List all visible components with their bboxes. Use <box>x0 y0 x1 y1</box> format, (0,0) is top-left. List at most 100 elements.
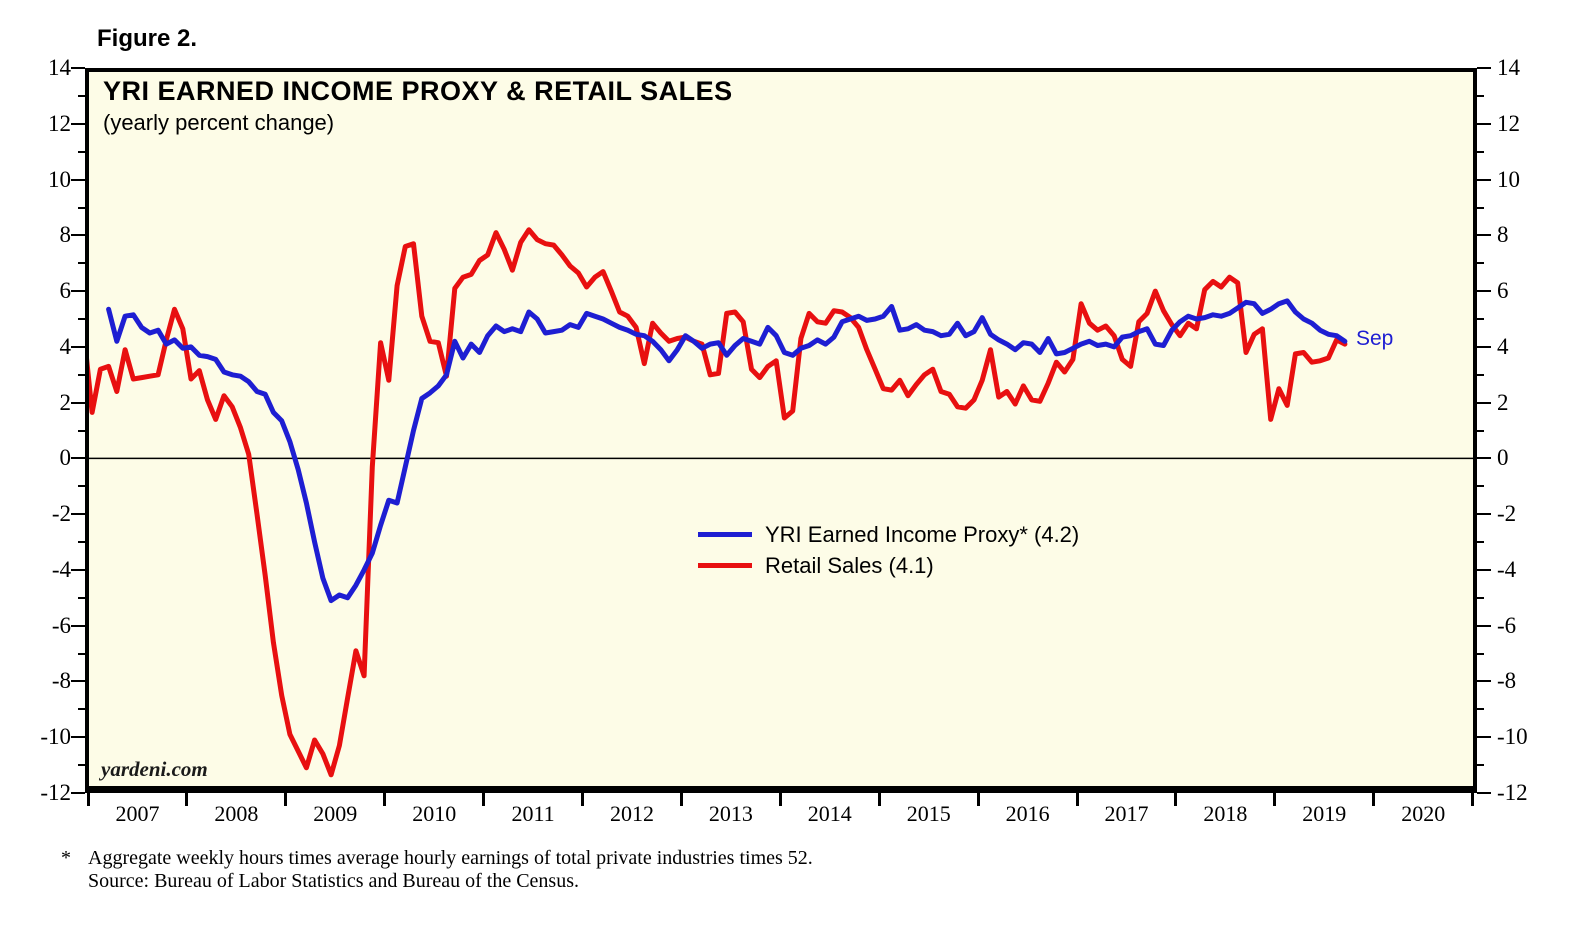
y-axis-tick-left <box>78 206 85 209</box>
y-axis-tick-right <box>1477 262 1484 265</box>
x-axis-year-label: 2008 <box>214 801 259 826</box>
x-axis-year-label: 2009 <box>313 801 358 826</box>
y-axis-label-left: -12 <box>40 779 71 805</box>
y-axis-tick-left <box>78 373 85 376</box>
y-axis-label-left: 12 <box>48 110 71 136</box>
y-axis-label-right: 14 <box>1497 55 1520 81</box>
series-line-earned-income-proxy <box>106 298 1348 604</box>
y-axis-tick-left <box>78 150 85 153</box>
x-axis-year-label: 2012 <box>610 801 654 826</box>
x-axis-tick <box>1273 793 1277 806</box>
y-axis-tick-left <box>78 652 85 655</box>
y-axis-label-right: -12 <box>1497 779 1528 805</box>
footnote-asterisk: * <box>61 847 71 869</box>
x-axis-tick <box>581 793 584 806</box>
legend-item-retail-sales: Retail Sales (4.1) <box>698 550 1079 581</box>
x-axis-tick <box>877 793 881 806</box>
y-axis-tick-right <box>1477 736 1491 739</box>
y-axis-tick-left <box>71 680 85 683</box>
y-axis-tick-left <box>71 624 85 627</box>
x-axis-tick <box>284 793 288 806</box>
y-axis-tick-right <box>1477 401 1491 404</box>
legend-label: Retail Sales (4.1) <box>765 552 934 578</box>
y-axis-label-right: 2 <box>1497 389 1509 415</box>
x-axis-tick <box>482 793 486 806</box>
red-line-swatch <box>698 563 752 568</box>
last-point-label: Sep <box>1356 327 1394 350</box>
x-axis-tick <box>679 793 683 806</box>
x-axis-tick <box>86 793 90 806</box>
y-axis-tick-right <box>1477 206 1484 209</box>
x-axis-tick <box>976 793 980 806</box>
x-axis-tick <box>185 793 189 806</box>
y-axis-label-right: 12 <box>1497 110 1520 136</box>
y-axis-label-left: 6 <box>59 278 72 304</box>
y-axis-label-left: -8 <box>51 668 71 694</box>
chart-subtitle: (yearly percent change) <box>103 110 335 135</box>
x-axis-year-label: 2018 <box>1203 801 1248 826</box>
y-axis-tick-left <box>71 290 85 293</box>
legend: YRI Earned Income Proxy* (4.2) Retail Sa… <box>698 519 1079 581</box>
y-axis-tick-left <box>71 122 85 125</box>
y-axis-label-right: -10 <box>1497 724 1528 750</box>
y-axis-label-left: 0 <box>59 445 72 471</box>
x-axis-year-label: 2020 <box>1401 801 1446 826</box>
y-axis-tick-left <box>71 736 85 739</box>
y-axis-label-left: 8 <box>59 222 72 248</box>
y-axis-tick-left <box>78 541 85 544</box>
y-axis-tick-right <box>1477 67 1491 70</box>
x-axis-year-label: 2011 <box>511 801 555 826</box>
y-axis-tick-right <box>1477 234 1491 237</box>
y-axis-tick-right <box>1477 318 1484 320</box>
y-axis-label-left: -4 <box>51 556 71 582</box>
y-axis-tick-right <box>1477 122 1491 125</box>
y-axis-tick-right <box>1477 485 1484 488</box>
y-axis-tick-right <box>1477 791 1491 794</box>
x-axis-tick <box>1372 793 1376 806</box>
y-axis-tick-right <box>1477 94 1484 97</box>
y-axis-tick-right <box>1477 457 1491 460</box>
y-axis-label-right: -6 <box>1497 612 1517 638</box>
y-axis-tick-left <box>78 764 85 767</box>
y-axis-tick-left <box>78 318 85 320</box>
x-axis-year-label: 2016 <box>1005 801 1050 826</box>
y-axis-tick-left <box>71 178 85 181</box>
x-axis-tick <box>778 793 782 806</box>
x-axis-tick <box>1075 793 1079 806</box>
y-axis-tick-left <box>71 234 85 237</box>
x-axis-year-label: 2019 <box>1302 801 1347 826</box>
y-axis-tick-right <box>1477 568 1491 571</box>
y-axis-label-left: -2 <box>51 501 71 527</box>
y-axis-tick-left <box>78 596 85 599</box>
y-axis-tick-right <box>1477 150 1484 153</box>
x-axis-year-label: 2014 <box>807 801 852 826</box>
figure-label: Figure 2. <box>97 25 198 52</box>
y-axis-tick-left <box>71 67 85 70</box>
y-axis-tick-left <box>71 457 85 460</box>
y-axis-tick-right <box>1477 596 1484 599</box>
chart-title: YRI EARNED INCOME PROXY & RETAIL SALES <box>103 76 733 106</box>
y-axis-tick-left <box>78 429 85 432</box>
x-axis-year-label: 2010 <box>412 801 457 826</box>
y-axis-tick-right <box>1477 708 1484 711</box>
y-axis-tick-right <box>1477 513 1491 516</box>
y-axis-tick-left <box>71 791 85 794</box>
y-axis-tick-left <box>78 708 85 711</box>
y-axis-tick-right <box>1477 345 1491 348</box>
series-line-retail-sales <box>89 227 1348 778</box>
y-axis-tick-right <box>1477 652 1484 655</box>
x-axis-year-label: 2013 <box>708 801 753 826</box>
y-axis-label-left: -6 <box>51 612 71 638</box>
y-axis-label-left: 10 <box>48 166 71 192</box>
footnote-line2: Source: Bureau of Labor Statistics and B… <box>88 870 579 892</box>
y-axis-label-right: 10 <box>1497 166 1520 192</box>
y-axis-tick-left <box>78 94 85 97</box>
y-axis-tick-left <box>78 485 85 488</box>
y-axis-tick-right <box>1477 178 1491 181</box>
watermark: yardeni.com <box>101 757 208 781</box>
y-axis-tick-right <box>1477 624 1491 627</box>
x-axis-tick <box>383 793 387 806</box>
x-axis-year-label: 2015 <box>906 801 951 826</box>
y-axis-tick-left <box>71 345 85 348</box>
